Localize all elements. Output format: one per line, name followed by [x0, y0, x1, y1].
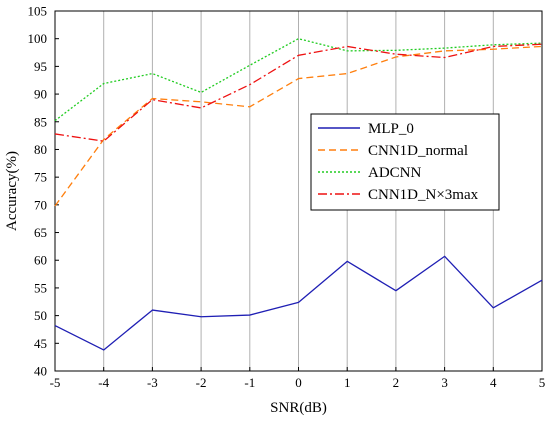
y-tick-label: 85 [34, 114, 47, 129]
x-tick-label: 4 [490, 375, 497, 390]
y-tick-label: 65 [34, 225, 47, 240]
series-lines [54, 38, 543, 351]
y-tick-label: 50 [34, 308, 47, 323]
legend-label-1: CNN1D_normal [368, 143, 468, 159]
x-tick-label: -1 [244, 375, 255, 390]
y-tick-label: 95 [34, 59, 47, 74]
legend-label-2: ADCNN [368, 165, 422, 181]
y-tick-label: 90 [34, 87, 47, 102]
y-tick-label: 70 [34, 197, 47, 212]
series-line-1 [54, 45, 543, 207]
legend: MLP_0 CNN1D_normal ADCNN CNN1D_N×3max [310, 113, 500, 211]
x-tick-label: 5 [539, 375, 546, 390]
y-tick-label: 60 [34, 253, 47, 268]
y-tick-label: 40 [34, 364, 47, 379]
x-tick-label: 2 [393, 375, 400, 390]
x-tick-label: 3 [441, 375, 448, 390]
x-tick-label: 0 [295, 375, 302, 390]
y-tick-label: 75 [34, 170, 47, 185]
y-tick-label: 105 [28, 4, 48, 19]
x-tick-label: 1 [344, 375, 351, 390]
series-line-0 [54, 255, 543, 351]
y-tick-label: 45 [34, 336, 47, 351]
y-axis-label: Accuracy(%) [4, 151, 20, 231]
x-axis-ticks: -5 -4 -3 -2 -1 0 1 2 3 4 5 [50, 367, 546, 390]
y-tick-label: 55 [34, 280, 47, 295]
y-axis-ticks: 40 45 50 55 60 65 70 75 80 85 90 95 100 105 [28, 4, 59, 379]
x-tick-label: -5 [50, 375, 61, 390]
y-tick-label: 100 [28, 31, 48, 46]
legend-label-3: CNN1D_N×3max [368, 187, 479, 203]
legend-label-0: MLP_0 [368, 121, 414, 137]
x-tick-label: -2 [196, 375, 207, 390]
x-axis-label: SNR(dB) [270, 400, 327, 416]
series-line-3 [54, 43, 543, 142]
x-tick-label: -4 [98, 375, 109, 390]
y-tick-label: 80 [34, 142, 47, 157]
x-tick-label: -3 [147, 375, 158, 390]
